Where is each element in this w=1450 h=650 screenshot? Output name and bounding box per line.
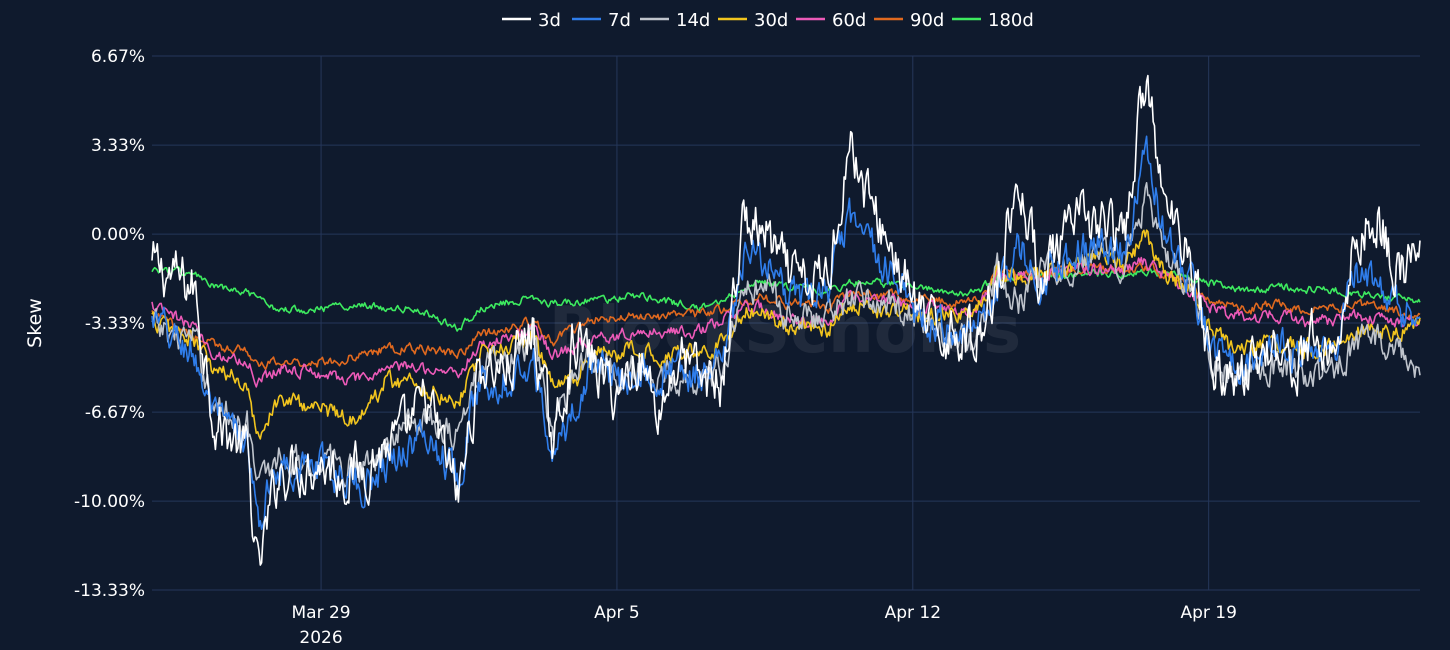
- y-tick-label: -13.33%: [74, 581, 145, 601]
- series-line-7d: [151, 135, 1421, 530]
- series-lines: [151, 74, 1421, 566]
- y-tick-label: -10.00%: [74, 492, 145, 512]
- legend-label: 7d: [608, 10, 631, 31]
- x-tick-label: Apr 5: [594, 603, 640, 623]
- x-tick-label: Apr 12: [885, 603, 941, 623]
- x-tick-label: Mar 29: [292, 603, 351, 623]
- y-tick-label: 3.33%: [91, 136, 145, 156]
- legend[interactable]: 3d 7d 14d 30d 60d 90d 180d: [502, 10, 1034, 31]
- y-axis-title: Skew: [24, 298, 46, 348]
- legend-item-90d[interactable]: 90d: [874, 10, 944, 31]
- legend-label: 30d: [754, 10, 788, 31]
- legend-item-3d[interactable]: 3d: [502, 10, 561, 31]
- legend-item-7d[interactable]: 7d: [572, 10, 631, 31]
- legend-item-60d[interactable]: 60d: [796, 10, 866, 31]
- y-tick-label: -6.67%: [85, 403, 145, 423]
- y-axis: 6.67% 3.33% 0.00% -3.33% -6.67% -10.00% -13.33…: [74, 47, 145, 601]
- x-tick-sublabel: 2026: [299, 628, 342, 648]
- legend-label: 3d: [538, 10, 561, 31]
- series-line-3d: [151, 74, 1421, 566]
- legend-item-30d[interactable]: 30d: [718, 10, 788, 31]
- series-line-90d: [151, 261, 1421, 371]
- x-axis: Mar 29 2026 Apr 5 Apr 12 Apr 19: [292, 603, 1237, 648]
- legend-item-180d[interactable]: 180d: [952, 10, 1034, 31]
- legend-label: 90d: [910, 10, 944, 31]
- y-tick-label: -3.33%: [85, 314, 145, 334]
- series-line-14d: [151, 182, 1421, 488]
- y-tick-label: 6.67%: [91, 47, 145, 67]
- series-line-30d: [151, 229, 1421, 440]
- y-tick-label: 0.00%: [91, 225, 145, 245]
- legend-label: 60d: [832, 10, 866, 31]
- legend-label: 14d: [676, 10, 710, 31]
- legend-label: 180d: [988, 10, 1034, 31]
- series-line-180d: [151, 266, 1421, 332]
- legend-item-14d[interactable]: 14d: [640, 10, 710, 31]
- x-tick-label: Apr 19: [1180, 603, 1236, 623]
